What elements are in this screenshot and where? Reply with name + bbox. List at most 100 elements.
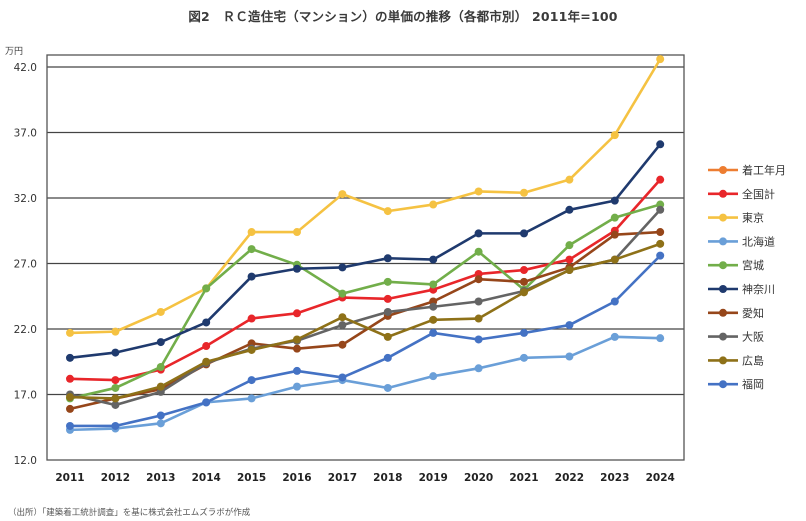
series-line [69,230,661,411]
data-point [247,245,256,254]
data-point [293,309,301,318]
data-point [520,288,528,297]
data-point [111,348,120,357]
data-point [520,277,528,286]
data-point [520,328,528,337]
y-tick-label: 17.0 [14,390,37,402]
series-line [69,143,662,360]
data-point [338,289,347,298]
legend-marker-icon [719,213,727,222]
plot-frame [46,54,685,461]
x-tick-label: 2024 [646,472,675,484]
data-point [429,280,438,289]
x-tick-label: 2020 [464,472,493,484]
legend-marker-icon [719,237,727,246]
data-point [383,332,392,341]
data-point [383,207,392,216]
x-tick-label: 2013 [146,472,175,484]
data-point [656,239,665,248]
data-point [156,338,165,347]
data-point [474,364,483,373]
data-point [66,374,74,383]
data-point [247,345,256,354]
legend-marker-icon [719,380,727,389]
legend-marker-icon [719,166,727,174]
data-point [247,376,256,385]
data-point [474,297,483,306]
data-point [383,277,392,286]
data-point [656,175,665,184]
y-axis-unit-label: 万円 [5,47,24,57]
data-point [111,394,120,403]
data-point [610,131,619,140]
x-tick-label: 2022 [555,472,584,484]
legend-marker-icon [719,308,727,317]
chart-title: 図2 ＲＣ造住宅（マンション）の単価の推移（各都市別） 2011年=100 [188,9,618,24]
data-point [202,398,211,407]
x-tick-label: 2011 [55,472,84,484]
data-point [156,307,165,316]
data-point [565,175,574,184]
legend-item: 神奈川 [708,282,775,296]
legend-item: 広島 [708,353,764,367]
data-point [247,228,256,237]
data-point [111,421,120,430]
data-point [66,328,74,337]
series-lines [66,55,665,434]
legend-item: 宮城 [708,258,764,272]
data-point [474,335,483,344]
data-point [111,376,120,385]
data-point [656,228,665,237]
data-point [474,187,483,196]
series-line [69,58,662,335]
data-point [383,307,392,316]
data-point [429,200,438,209]
data-point [156,419,165,428]
data-point [156,411,165,420]
data-point [383,353,392,362]
legend-item: 福岡 [708,377,764,391]
data-point [474,229,483,238]
data-point [474,275,483,284]
legend-label: 宮城 [742,258,764,272]
data-point [565,255,574,264]
data-point [565,321,574,330]
data-point [66,404,74,413]
series-line [69,208,662,407]
data-point [565,241,574,250]
x-tick-label: 2018 [373,472,402,484]
x-tick-label: 2016 [282,472,311,484]
data-point [202,357,211,366]
data-point [610,196,619,205]
data-point [247,314,256,323]
data-point [111,383,120,392]
data-point [565,205,574,214]
legend-label: 北海道 [742,234,775,248]
data-point [202,318,211,327]
data-point [474,314,483,323]
data-point [383,383,392,392]
legend-item: 北海道 [708,234,775,248]
data-point [156,362,165,371]
legend-item: 着工年月 [708,163,786,177]
series-3 [66,332,665,434]
series-1 [66,175,665,385]
y-tick-label: 42.0 [14,62,37,74]
legend-item: 全国計 [708,187,775,201]
data-point [156,382,165,391]
series-line [69,203,661,400]
data-point [565,266,574,275]
data-point [293,366,301,375]
data-point [338,313,347,322]
x-tick-label: 2015 [237,472,266,484]
data-point [429,328,438,337]
data-point [293,228,301,237]
data-point [610,230,619,239]
series-line [69,178,662,382]
legend-item: 東京 [708,211,764,225]
data-point [66,353,74,362]
data-point [202,284,211,293]
y-tick-label: 37.0 [14,128,37,140]
data-point [383,294,392,303]
legend-marker-icon [719,356,727,365]
